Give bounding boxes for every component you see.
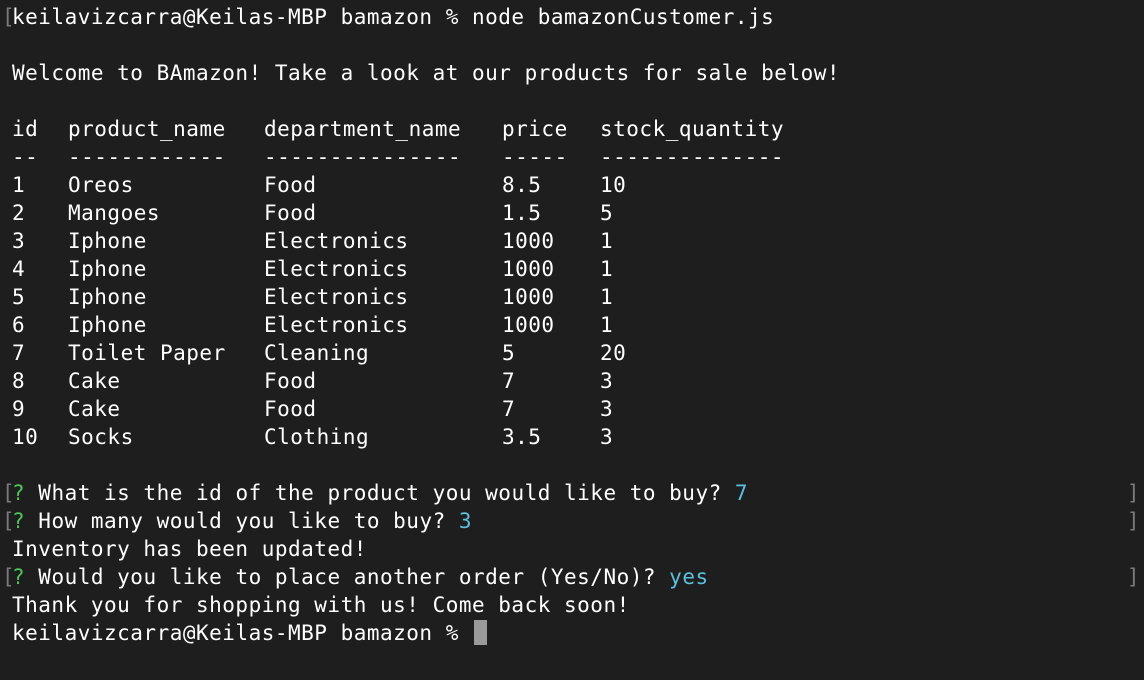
- line-bracket-left: [: [2, 565, 16, 589]
- question-text: Would you like to place another order (Y…: [25, 565, 670, 589]
- cell-department-name: Food: [264, 173, 317, 197]
- cell-stock-quantity: 3: [600, 425, 614, 449]
- answer-product-id: 7: [734, 481, 749, 505]
- question-mark-icon: ?: [12, 481, 26, 505]
- shell-prompt[interactable]: keilavizcarra@Keilas-MBP bamazon %: [12, 619, 488, 647]
- cell-product-name: Oreos: [68, 173, 134, 197]
- cell-department-name: Food: [264, 201, 317, 225]
- cell-stock-quantity: 5: [600, 201, 614, 225]
- cell-price: 7: [502, 397, 516, 421]
- prompt-text: keilavizcarra@Keilas-MBP bamazon %: [12, 621, 473, 645]
- cell-product-name: Toilet Paper: [68, 341, 226, 365]
- separator-price: -----: [502, 145, 568, 169]
- cell-department-name: Food: [264, 369, 317, 393]
- column-header-id: id: [12, 117, 39, 141]
- column-header-stock-quantity: stock_quantity: [600, 117, 785, 141]
- cell-id: 3: [12, 229, 26, 253]
- cell-department-name: Electronics: [264, 285, 409, 309]
- cell-price: 5: [502, 341, 516, 365]
- cell-product-name: Mangoes: [68, 201, 161, 225]
- line-bracket-left: [: [2, 481, 16, 505]
- inventory-updated-message: Inventory has been updated!: [12, 537, 367, 561]
- cell-product-name: Iphone: [68, 257, 147, 281]
- cell-id: 1: [12, 173, 26, 197]
- thank-you-message: Thank you for shopping with us! Come bac…: [12, 593, 630, 617]
- cell-price: 1000: [502, 285, 555, 309]
- separator-stock-quantity: --------------: [600, 145, 785, 169]
- cell-department-name: Clothing: [264, 425, 370, 449]
- cell-department-name: Electronics: [264, 257, 409, 281]
- cell-price: 3.5: [502, 425, 542, 449]
- column-header-department-name: department_name: [264, 117, 462, 141]
- cell-stock-quantity: 1: [600, 313, 614, 337]
- cell-department-name: Cleaning: [264, 341, 370, 365]
- cell-stock-quantity: 1: [600, 229, 614, 253]
- cell-id: 5: [12, 285, 26, 309]
- cell-id: 10: [12, 425, 39, 449]
- cell-product-name: Iphone: [68, 285, 147, 309]
- cell-id: 8: [12, 369, 26, 393]
- cell-price: 1000: [502, 229, 555, 253]
- text-cursor[interactable]: [474, 620, 488, 645]
- cell-id: 4: [12, 257, 26, 281]
- cell-price: 8.5: [502, 173, 542, 197]
- question-text: What is the id of the product you would …: [25, 481, 735, 505]
- cell-product-name: Cake: [68, 369, 121, 393]
- cell-product-name: Cake: [68, 397, 121, 421]
- separator-product-name: ------------: [68, 145, 226, 169]
- question-mark-icon: ?: [12, 509, 26, 533]
- cell-price: 1.5: [502, 201, 542, 225]
- cell-department-name: Electronics: [264, 229, 409, 253]
- cell-product-name: Iphone: [68, 313, 147, 337]
- line-bracket-right: ]: [1126, 509, 1140, 533]
- question-product-id: ? What is the id of the product you woul…: [12, 479, 748, 507]
- welcome-message: Welcome to BAmazon! Take a look at our p…: [12, 61, 841, 85]
- line-bracket-left: [: [2, 5, 16, 29]
- separator-department-name: ---------------: [264, 145, 462, 169]
- cell-stock-quantity: 10: [600, 173, 627, 197]
- cell-price: 7: [502, 369, 516, 393]
- answer-quantity: 3: [458, 509, 473, 533]
- line-bracket-left: [: [2, 509, 16, 533]
- column-header-product-name: product_name: [68, 117, 226, 141]
- cell-department-name: Food: [264, 397, 317, 421]
- question-quantity: ? How many would you like to buy? 3: [12, 507, 472, 535]
- cell-id: 7: [12, 341, 26, 365]
- cell-product-name: Socks: [68, 425, 134, 449]
- cell-id: 9: [12, 397, 26, 421]
- answer-another-order: yes: [669, 565, 709, 589]
- cell-department-name: Electronics: [264, 313, 409, 337]
- cell-stock-quantity: 1: [600, 257, 614, 281]
- cell-price: 1000: [502, 257, 555, 281]
- line-bracket-right: ]: [1126, 565, 1140, 589]
- command-line: keilavizcarra@Keilas-MBP bamazon % node …: [12, 5, 775, 29]
- cell-product-name: Iphone: [68, 229, 147, 253]
- cell-stock-quantity: 3: [600, 369, 614, 393]
- question-text: How many would you like to buy?: [25, 509, 459, 533]
- question-another-order: ? Would you like to place another order …: [12, 563, 709, 591]
- cell-id: 6: [12, 313, 26, 337]
- cell-stock-quantity: 3: [600, 397, 614, 421]
- line-bracket-right: ]: [1126, 481, 1140, 505]
- question-mark-icon: ?: [12, 565, 26, 589]
- cell-stock-quantity: 1: [600, 285, 614, 309]
- separator-id: --: [12, 145, 39, 169]
- cell-stock-quantity: 20: [600, 341, 627, 365]
- column-header-price: price: [502, 117, 568, 141]
- cell-price: 1000: [502, 313, 555, 337]
- cell-id: 2: [12, 201, 26, 225]
